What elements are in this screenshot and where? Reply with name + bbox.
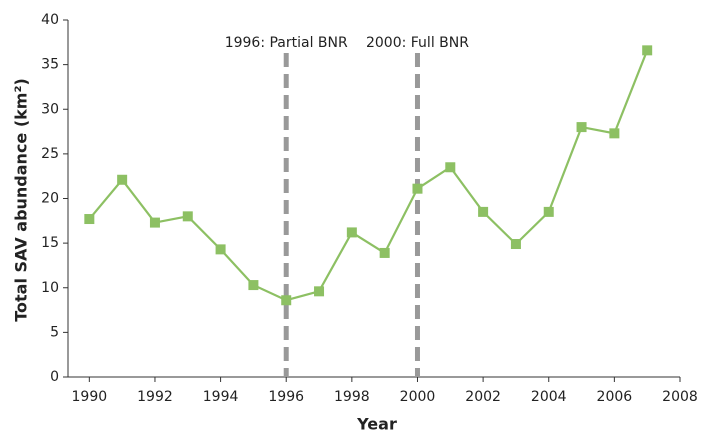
x-tick-label: 2002 bbox=[465, 389, 501, 405]
point bbox=[379, 247, 390, 258]
point bbox=[412, 183, 423, 194]
y-tick-label: 35 bbox=[41, 57, 59, 73]
point bbox=[182, 211, 193, 222]
point bbox=[642, 45, 653, 56]
y-tick-label: 0 bbox=[50, 369, 59, 385]
y-tick-label: 10 bbox=[41, 280, 59, 296]
x-tick-label: 2000 bbox=[400, 389, 436, 405]
point bbox=[576, 122, 587, 133]
y-tick-label: 15 bbox=[41, 235, 59, 251]
y-tick-label: 5 bbox=[50, 324, 59, 340]
reference-label: 1996: Partial BNR bbox=[225, 35, 348, 51]
x-tick-label: 1998 bbox=[334, 389, 370, 405]
point bbox=[149, 217, 160, 228]
x-tick-label: 1992 bbox=[137, 389, 173, 405]
point bbox=[445, 162, 456, 173]
point bbox=[510, 239, 521, 250]
y-tick-label: 20 bbox=[41, 191, 59, 207]
point bbox=[248, 280, 259, 291]
point bbox=[215, 244, 226, 255]
point bbox=[609, 128, 620, 139]
point bbox=[117, 174, 128, 185]
x-tick-label: 1990 bbox=[72, 389, 108, 405]
x-tick-label: 1994 bbox=[203, 389, 239, 405]
x-tick-label: 2004 bbox=[531, 389, 567, 405]
point bbox=[281, 295, 292, 306]
point bbox=[478, 206, 489, 217]
x-axis-title: Year bbox=[356, 415, 397, 434]
y-tick-label: 30 bbox=[41, 101, 59, 117]
y-tick-label: 40 bbox=[41, 12, 59, 28]
series-line bbox=[88, 49, 649, 302]
point bbox=[543, 206, 554, 217]
y-tick-label: 25 bbox=[41, 146, 59, 162]
x-tick-label: 1996 bbox=[268, 389, 304, 405]
x-tick-label: 2006 bbox=[597, 389, 633, 405]
point bbox=[314, 286, 325, 297]
x-tick-label: 2008 bbox=[662, 389, 698, 405]
reference-label: 2000: Full BNR bbox=[366, 35, 469, 51]
point bbox=[84, 214, 95, 225]
y-axis-title: Total SAV abundance (km²) bbox=[12, 78, 31, 322]
point bbox=[346, 227, 357, 238]
